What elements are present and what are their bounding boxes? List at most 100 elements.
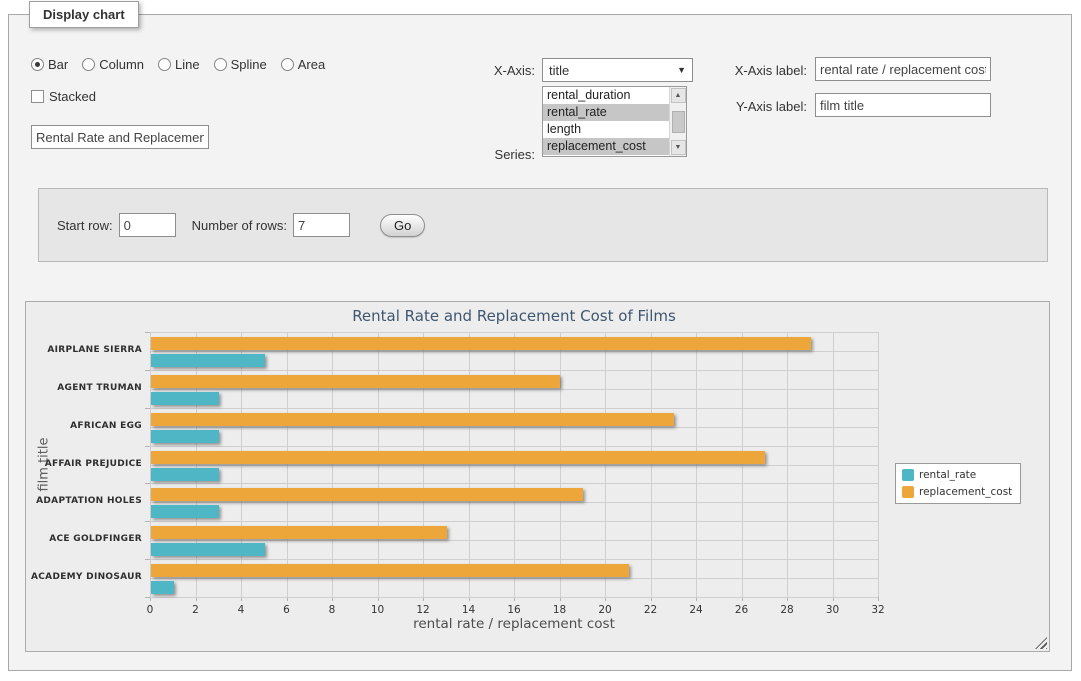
stacked-label: Stacked xyxy=(49,89,96,104)
series-listbox: rental_duration rental_rate length repla… xyxy=(542,86,687,157)
x-axis-tick xyxy=(423,597,424,601)
chart-x-axis-title: rental rate / replacement cost xyxy=(413,616,615,632)
scroll-down-icon[interactable]: ▼ xyxy=(670,140,686,155)
bar-rental_rate xyxy=(151,505,220,519)
radio-spline[interactable]: Spline xyxy=(213,57,267,72)
bar-rental_rate xyxy=(151,354,265,367)
grid-line-horizontal xyxy=(150,559,878,561)
bar-replacement_cost xyxy=(151,526,447,540)
x-axis-label-caption: X-Axis label: xyxy=(734,63,807,78)
grid-line-horizontal xyxy=(150,521,878,523)
series-option-rental-rate[interactable]: rental_rate xyxy=(543,104,669,121)
x-axis-tick xyxy=(468,597,470,601)
x-axis-tick-label: 0 xyxy=(146,604,154,616)
y-axis-label-input[interactable] xyxy=(815,93,991,117)
x-axis-select[interactable]: title ▼ xyxy=(542,58,693,82)
y-axis-tick xyxy=(145,332,150,333)
x-axis-selected-value: title xyxy=(549,62,570,78)
x-axis-tick-label: 28 xyxy=(780,604,794,616)
grid-line-vertical xyxy=(878,332,879,597)
chart-container: Rental Rate and Replacement Cost of Film… xyxy=(25,301,1050,652)
x-axis-tick xyxy=(514,597,515,601)
start-row-input[interactable] xyxy=(118,213,176,237)
x-axis-tick-label: 12 xyxy=(416,604,430,616)
grid-line-horizontal xyxy=(150,578,878,580)
go-button[interactable]: Go xyxy=(380,213,426,237)
radio-column[interactable]: Column xyxy=(82,57,144,72)
chart-title-input[interactable] xyxy=(31,125,209,149)
bar-replacement_cost xyxy=(151,412,675,426)
category-label: ADAPTATION HOLES xyxy=(36,496,142,507)
grid-line-horizontal xyxy=(150,332,878,333)
category-label: AIRPLANE SIERRA xyxy=(47,345,142,355)
series-option-length[interactable]: length xyxy=(547,122,582,136)
grid-line-horizontal xyxy=(150,597,878,598)
radio-column-label: Column xyxy=(99,57,145,72)
replacement-cost-swatch-icon xyxy=(902,486,914,498)
series-option-rental-duration[interactable]: rental_duration xyxy=(547,88,631,102)
radio-bar-label: Bar xyxy=(48,57,69,72)
x-axis-tick-label: 16 xyxy=(507,604,521,616)
stacked-checkbox-row[interactable]: Stacked xyxy=(31,89,96,104)
num-rows-label: Number of rows: xyxy=(191,217,287,233)
legend-label-replacement-cost: replacement_cost xyxy=(919,486,1013,498)
stacked-checkbox xyxy=(31,90,44,103)
chart-y-axis-title: film title xyxy=(36,437,52,492)
x-axis-tick-label: 30 xyxy=(825,604,840,616)
scroll-up-icon[interactable]: ▲ xyxy=(670,88,686,103)
y-axis-tick xyxy=(145,369,150,371)
grid-line-horizontal xyxy=(150,502,878,504)
y-axis-tick xyxy=(145,445,150,447)
x-axis-tick xyxy=(878,597,879,601)
radio-line-label: Line xyxy=(175,57,200,72)
series-option-replacement-cost[interactable]: replacement_cost xyxy=(543,138,669,155)
bar-replacement_cost xyxy=(151,488,584,502)
radio-bar-icon xyxy=(31,58,44,71)
rental-rate-swatch-icon xyxy=(902,469,914,481)
radio-area[interactable]: Area xyxy=(280,57,325,72)
num-rows-input[interactable] xyxy=(293,213,350,237)
chevron-down-icon: ▼ xyxy=(677,65,686,75)
x-axis-tick-label: 22 xyxy=(643,604,658,616)
grid-line-horizontal xyxy=(150,445,878,447)
category-label: ACE GOLDFINGER xyxy=(49,534,142,545)
y-axis-label-caption: Y-Axis label: xyxy=(735,99,807,114)
scrollbar-thumb[interactable] xyxy=(671,110,685,133)
bar-replacement_cost xyxy=(151,374,561,388)
legend-item-rental-rate[interactable]: rental_rate xyxy=(902,469,1012,481)
x-axis-label-input[interactable] xyxy=(815,57,991,81)
listbox-scrollbar[interactable]: ▲ ▼ xyxy=(669,87,686,156)
x-axis-tick xyxy=(741,597,743,601)
bar-rental_rate xyxy=(151,543,265,557)
radio-bar[interactable]: Bar xyxy=(31,57,68,72)
x-axis-tick xyxy=(605,597,606,601)
x-axis-select-label: X-Axis: xyxy=(493,63,535,78)
grid-line-horizontal xyxy=(150,350,878,352)
x-axis-tick-label: 4 xyxy=(237,604,245,616)
category-label: AFFAIR PREJUDICE xyxy=(44,458,142,469)
x-axis-tick xyxy=(559,597,561,601)
fieldset-legend: Display chart xyxy=(29,1,139,28)
grid-line-horizontal xyxy=(150,483,878,485)
chart-legend: rental_rate replacement_cost xyxy=(895,463,1022,504)
y-axis-tick xyxy=(145,521,150,523)
resize-handle-icon[interactable] xyxy=(1035,637,1047,649)
grid-line-horizontal xyxy=(150,388,878,390)
display-chart-fieldset: Display chart Bar Column Line Spline Are… xyxy=(8,1,1072,671)
radio-line[interactable]: Line xyxy=(158,57,200,72)
bar-rental_rate xyxy=(151,467,220,481)
x-axis-tick xyxy=(650,597,652,601)
x-axis-tick xyxy=(696,597,697,601)
y-axis-tick xyxy=(145,407,150,409)
x-axis-tick xyxy=(286,597,288,601)
legend-item-replacement-cost[interactable]: replacement_cost xyxy=(902,486,1012,498)
row-range-panel: Start row: Number of rows: Go xyxy=(38,188,1048,262)
chart-title: Rental Rate and Replacement Cost of Film… xyxy=(352,307,676,325)
category-label: AFRICAN EGG xyxy=(70,420,142,431)
bar-rental_rate xyxy=(151,429,220,443)
radio-area-icon xyxy=(280,58,294,71)
x-axis-tick-label: 24 xyxy=(689,604,703,616)
bar-rental_rate xyxy=(151,581,174,595)
start-row-label: Start row: xyxy=(57,217,113,233)
grid-line-horizontal xyxy=(150,369,878,371)
